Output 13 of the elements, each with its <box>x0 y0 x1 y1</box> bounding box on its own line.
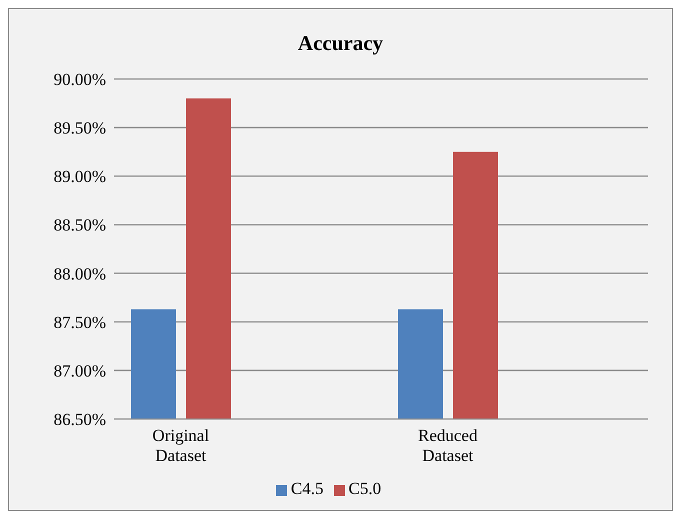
y-tick-label: 90.00% <box>54 70 106 90</box>
legend-label: C4.5 <box>290 479 324 498</box>
legend-label: C5.0 <box>348 479 382 498</box>
chart-title: Accuracy <box>296 30 384 57</box>
y-tick-label: 89.00% <box>54 167 106 186</box>
x-tick-label: Reduced Dataset <box>418 426 478 465</box>
y-tick-label: 86.50% <box>54 410 106 430</box>
y-tick-label: 87.00% <box>54 361 106 380</box>
y-tick-label: 88.50% <box>54 216 106 235</box>
y-tick-label: 89.50% <box>54 118 106 138</box>
y-tick-label: 87.50% <box>54 312 106 332</box>
y-tick-label: 88.00% <box>54 264 106 284</box>
x-tick-label: Original Dataset <box>152 426 210 465</box>
